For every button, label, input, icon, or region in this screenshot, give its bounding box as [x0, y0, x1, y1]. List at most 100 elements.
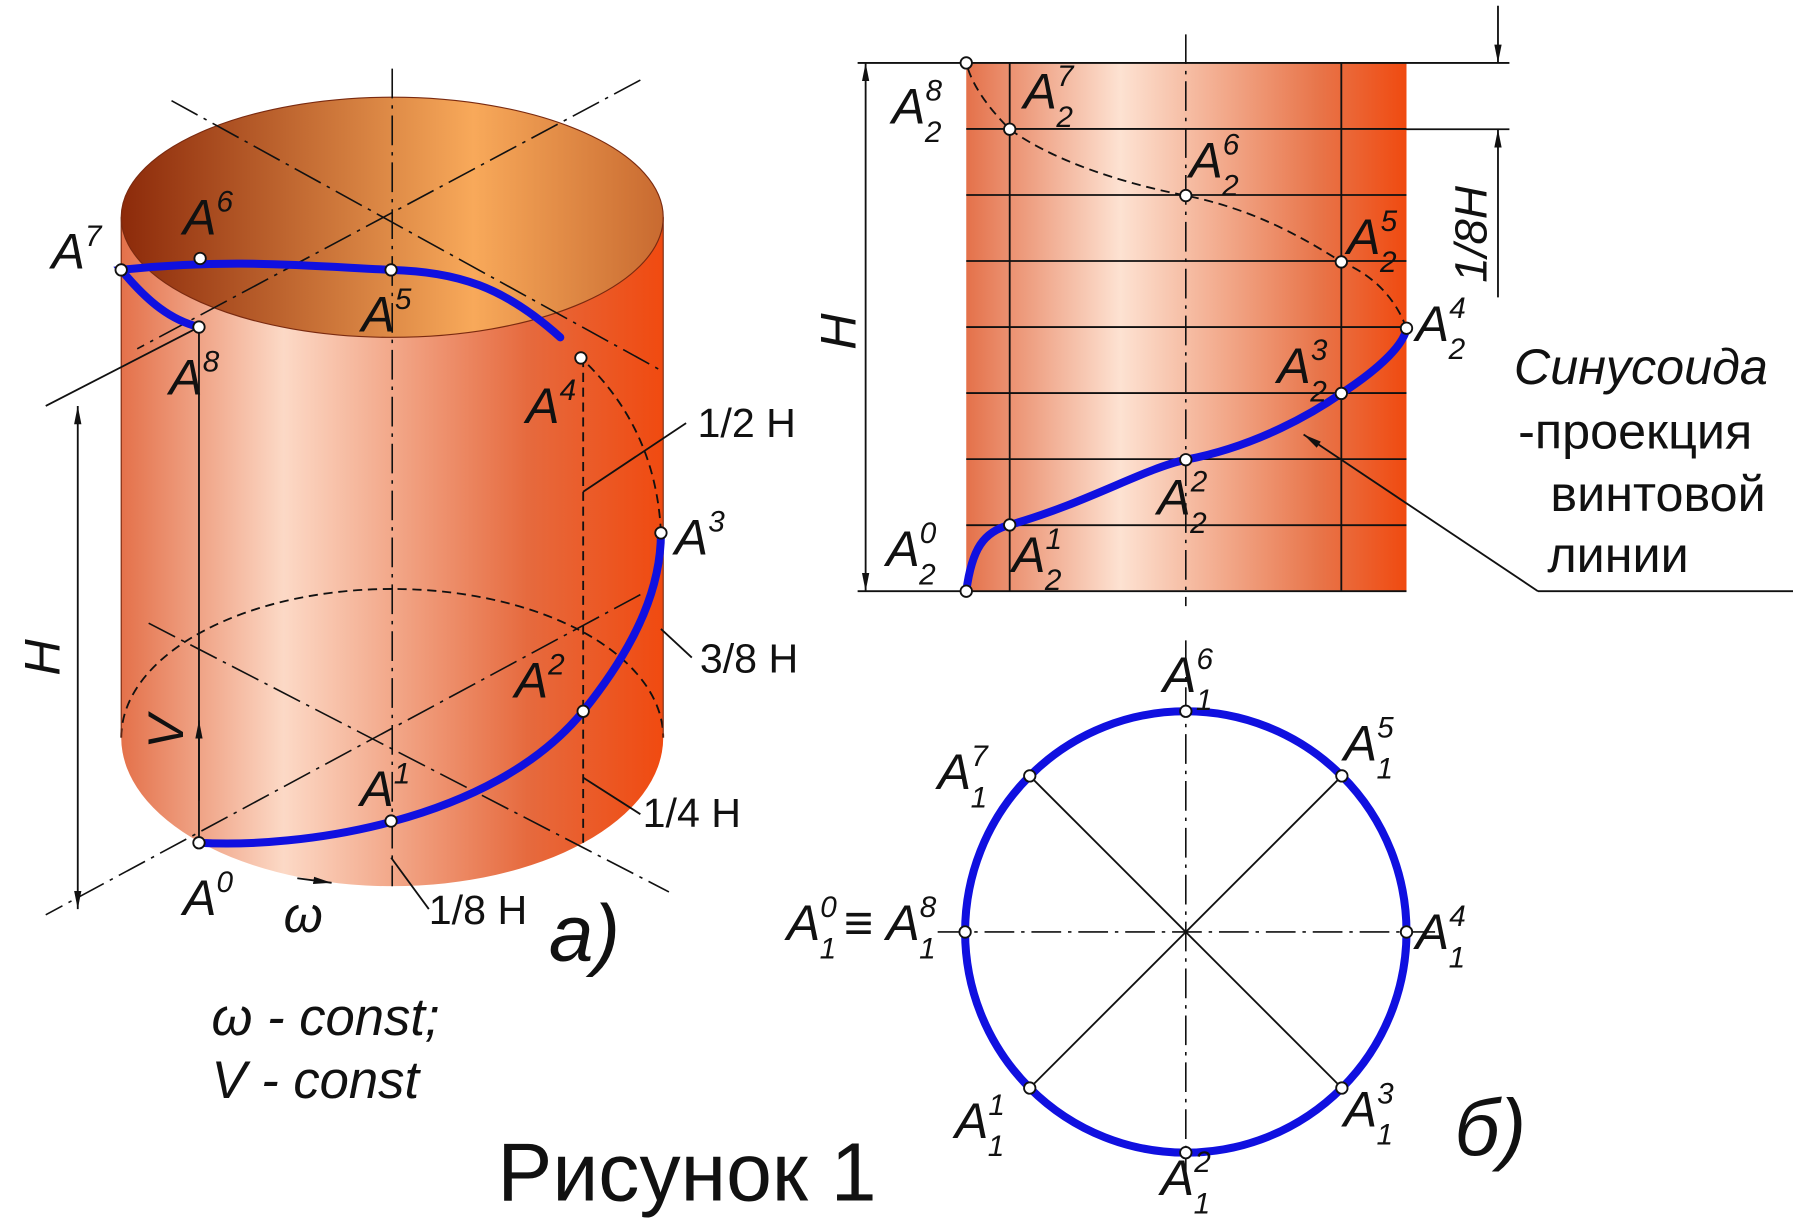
point-label: A51: [1341, 712, 1395, 786]
label-sup: 5: [1381, 205, 1398, 238]
label-sub: 2: [1221, 170, 1239, 203]
point-label: A0: [180, 866, 234, 926]
point-label: A0 2: [883, 517, 937, 591]
label-base: A: [784, 894, 821, 951]
label-sup: 2: [547, 649, 565, 682]
label-base: A: [889, 78, 926, 135]
label-sub: 1: [1377, 1119, 1394, 1152]
label-base: A: [1413, 295, 1450, 352]
label-sub: 1: [1194, 1187, 1211, 1219]
label-sub: 2: [1309, 375, 1327, 408]
label-sup: 7: [971, 740, 989, 773]
label-sub: 1: [919, 932, 936, 965]
figure-label: б): [1455, 1083, 1527, 1172]
label-sup: 5: [395, 283, 412, 316]
label-sup: 2: [1193, 1146, 1211, 1179]
note-line: винтовой: [1550, 465, 1765, 522]
point: [1180, 706, 1191, 717]
point: [1336, 770, 1347, 781]
point-label: A8 1: [883, 891, 937, 965]
label-base: A: [952, 1092, 989, 1149]
point: [1401, 926, 1412, 937]
point-label: A2 1: [1158, 1146, 1212, 1219]
point-label: A7 1: [935, 740, 990, 814]
label-sup: 2: [1190, 466, 1208, 499]
point-label: A7: [48, 220, 103, 280]
label-base: A: [512, 652, 549, 709]
coincide-sign: ≡: [844, 894, 873, 951]
point-label: A8 2: [889, 75, 943, 149]
label-base: A: [1274, 337, 1311, 394]
label-base: A: [1344, 208, 1381, 265]
label-sup: 7: [1057, 60, 1075, 93]
omega-label: ω: [284, 886, 323, 943]
point: [959, 926, 970, 937]
figure-label: a): [549, 889, 620, 978]
condition: V - const: [212, 1051, 422, 1110]
condition: ω - const;: [212, 988, 440, 1047]
label-sup: 6: [217, 186, 234, 219]
label-sub: 2: [924, 116, 942, 149]
velocity-label: V: [137, 711, 194, 749]
label-sup: 6: [1196, 643, 1213, 676]
drawing: H V ω 1/2 H 3/8 H 1/4 H 1/8 H a) ω - con…: [0, 0, 1793, 1219]
label-base: A: [166, 349, 203, 406]
label-sup: 3: [1311, 334, 1328, 367]
label-sup: 8: [920, 891, 937, 924]
label-base: A: [1020, 63, 1057, 120]
label-sub: 2: [918, 558, 936, 591]
point-label: A4 1: [1413, 900, 1466, 974]
dim-label: 1/8 H: [429, 887, 527, 933]
label-sup: 1: [988, 1089, 1005, 1122]
height-label: H: [809, 313, 866, 350]
label-base: A: [358, 286, 395, 343]
label-sup: 8: [925, 75, 942, 108]
label-base: A: [935, 743, 972, 800]
label-sub: 1: [971, 781, 988, 814]
label-base: A: [1186, 131, 1223, 188]
caption: Рисунок 1: [497, 1127, 876, 1219]
label-base: A: [1009, 526, 1046, 583]
label-sub: 2: [1055, 101, 1073, 134]
label-base: A: [1413, 903, 1450, 960]
label-base: A: [883, 520, 920, 577]
label-sup: 0: [920, 517, 937, 550]
label-sup: 3: [1377, 1077, 1394, 1110]
note-line: Синусоида: [1514, 338, 1768, 395]
label-sup: 7: [85, 220, 103, 253]
label-base: A: [883, 894, 920, 951]
label-sub: 1: [1196, 684, 1213, 717]
note-line: -проекция: [1518, 402, 1752, 459]
label-base: A: [180, 869, 217, 926]
dim-label: 1/4 H: [643, 790, 741, 836]
label-sup: 4: [1449, 292, 1466, 325]
point-label: A3: [672, 506, 726, 566]
label-base: A: [1341, 1080, 1378, 1137]
label-sub: 2: [1379, 246, 1397, 279]
label-sup: 4: [560, 374, 577, 407]
label-base: A: [523, 377, 560, 434]
point-label: A3 1: [1341, 1077, 1395, 1151]
height-label: H: [13, 639, 70, 676]
label-base: A: [357, 760, 394, 817]
label-sup: 4: [1449, 900, 1466, 933]
note-line: линии: [1547, 526, 1688, 583]
point: [1024, 1082, 1035, 1093]
label-base: A: [1158, 1149, 1195, 1206]
label-base: A: [672, 509, 709, 566]
label-sub: 1: [988, 1130, 1005, 1163]
label-sub: 1: [1377, 753, 1394, 786]
label-base: A: [1160, 646, 1197, 703]
label-sub: 2: [1189, 507, 1207, 540]
point-label: A1 1: [952, 1089, 1005, 1163]
label-sup: 1: [1046, 523, 1063, 556]
label-sup: 3: [708, 506, 725, 539]
dim-label: 1/2 H: [698, 400, 796, 446]
label-sup: 5: [1377, 712, 1394, 745]
label-sup: 1: [394, 757, 411, 790]
dim-label: 3/8 H: [700, 635, 798, 681]
label-sup: 0: [820, 891, 837, 924]
label-sub: 1: [1449, 941, 1466, 974]
label-base: A: [180, 188, 217, 245]
